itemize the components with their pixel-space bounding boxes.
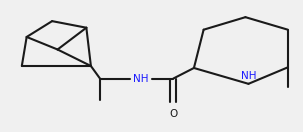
Text: NH: NH	[133, 74, 149, 84]
Text: NH: NH	[241, 71, 256, 81]
Text: O: O	[169, 109, 178, 119]
